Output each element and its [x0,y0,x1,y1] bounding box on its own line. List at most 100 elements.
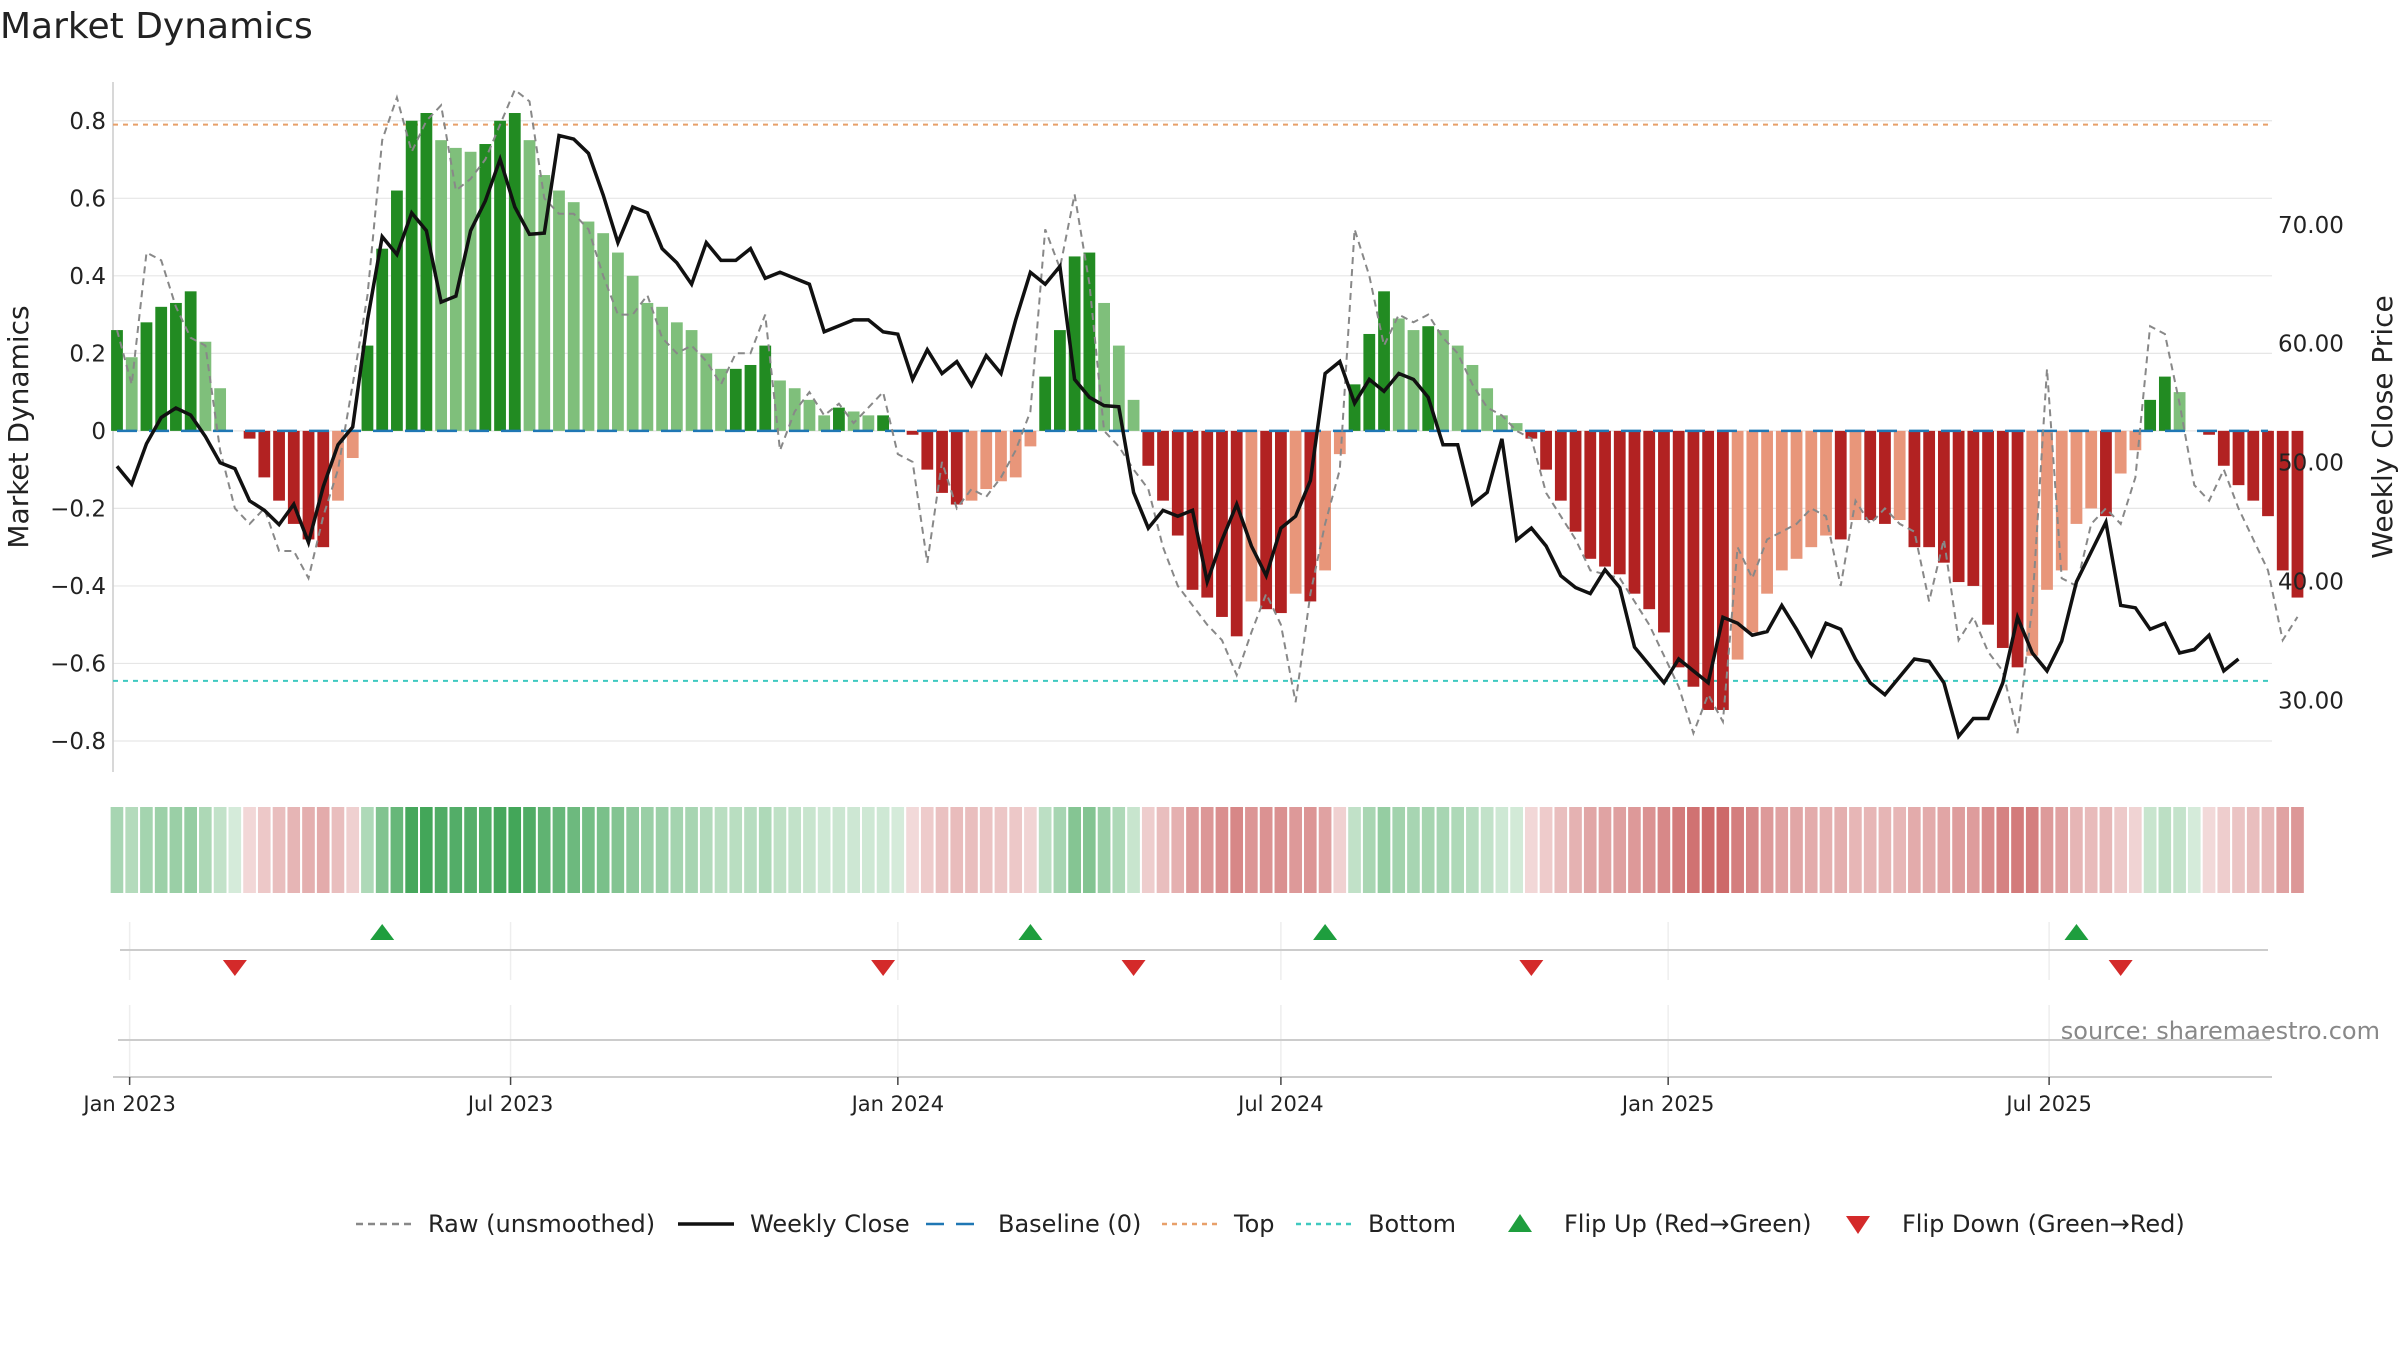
dynamics-bar [1761,430,1773,594]
dynamics-bar [1820,430,1832,536]
strip-cell [535,805,553,895]
dynamics-bar [1083,252,1096,431]
legend-item: Bottom [1296,1210,1456,1238]
strip-cell [2112,805,2130,895]
strip-cell [2082,805,2100,895]
dynamics-bar [1672,430,1685,668]
strip-cell [1331,805,1349,895]
strip-cell [2009,805,2026,895]
dynamics-bar [1525,430,1538,439]
strip-cell [1154,805,1172,895]
strip-cell [1139,805,1157,895]
strip-cell [1036,805,1054,895]
strip-cell [1493,805,1511,895]
dynamics-bar [641,302,654,431]
dynamics-bar [1569,430,1582,532]
dynamics-bar [2070,430,2083,524]
dynamics-bar [538,175,551,431]
strip-cell [506,805,524,895]
strip-cell [1773,805,1791,895]
strip-cell [1419,805,1437,895]
legend-item: Weekly Close [678,1210,910,1238]
strip-cell [742,805,759,895]
dynamics-bar [1908,430,1921,548]
dynamics-bar [1422,326,1435,431]
strip-cell [1522,805,1540,895]
dynamics-bar [1996,430,2009,648]
strip-cell [418,805,435,895]
dynamics-bar [1098,302,1110,431]
dynamics-bar [184,291,197,431]
dynamics-bar [2100,430,2112,517]
strip-cell [1390,805,1408,895]
dynamics-bar [2041,430,2053,590]
flip-up-marker [1313,924,1338,940]
dynamics-bar [921,430,934,470]
strip-cell [300,805,317,895]
strip-cell [359,805,376,895]
strip-cell [801,805,818,895]
strip-cell [963,805,980,895]
legend-label: Top [1233,1210,1275,1238]
strip-cell [2127,805,2144,895]
dynamics-bar [2203,430,2215,435]
dynamics-bar [464,151,477,431]
dynamics-bar [170,302,182,431]
strip-cell [1213,805,1231,895]
dynamics-bar [1171,430,1184,536]
dynamics-bar [1628,430,1641,594]
strip-cell [1022,805,1039,895]
strip-cell [727,805,745,895]
dynamics-bar [553,190,565,431]
strip-cell [1802,805,1820,895]
dynamics-bar [656,306,669,431]
dynamics-bar [685,330,698,431]
y-tick-label-right: 50.00 [2278,451,2344,477]
dynamics-bar [1112,345,1125,431]
legend-label: Flip Down (Green→Red) [1902,1210,2185,1238]
dynamics-bar [612,252,624,431]
strip-cell [1184,805,1201,895]
dynamics-bar [1937,430,1950,563]
strip-cell [1994,805,2012,895]
y-tick-label: 0.2 [69,341,106,367]
strip-cell [447,805,465,895]
dynamics-bar [1451,345,1464,431]
strip-cell [1847,805,1864,895]
strip-cell [609,805,627,895]
dynamics-bar [125,357,138,431]
dynamics-bar [2085,430,2098,509]
strip-cell [639,805,656,895]
dynamics-bar [1068,256,1081,431]
chart-title: Market Dynamics [0,6,313,47]
strip-cell [1891,805,1909,895]
strip-cell [1360,805,1378,895]
strip-cell [594,805,612,895]
dynamics-bar [1775,430,1788,571]
strip-cell [786,805,804,895]
strip-cell [167,805,185,895]
dynamics-bar [2158,376,2171,431]
dynamics-bar [287,430,300,524]
strip-cell [108,805,126,895]
strip-cell [255,805,273,895]
strip-cell [2289,805,2306,895]
strip-cell [1478,805,1496,895]
strip-cell [1655,805,1673,895]
y-tick-label: 0.6 [69,186,106,212]
strip-cell [2097,805,2115,895]
strip-cell [933,805,951,895]
source-note: source: sharemaestro.com [2061,1017,2380,1045]
strip-cell [476,805,494,895]
strip-cell [1110,805,1128,895]
dynamics-bar [2011,430,2024,668]
dynamics-bar [995,430,1007,482]
flip-down-marker [1519,960,1544,976]
dynamics-bar [1216,430,1228,617]
dynamics-bar [1275,430,1287,614]
dynamics-bar [1599,430,1611,567]
dynamics-bar [1731,430,1744,660]
y-tick-label: 0.4 [69,264,106,290]
dynamics-bar [1967,430,1980,586]
dynamics-bar [1746,430,1759,633]
